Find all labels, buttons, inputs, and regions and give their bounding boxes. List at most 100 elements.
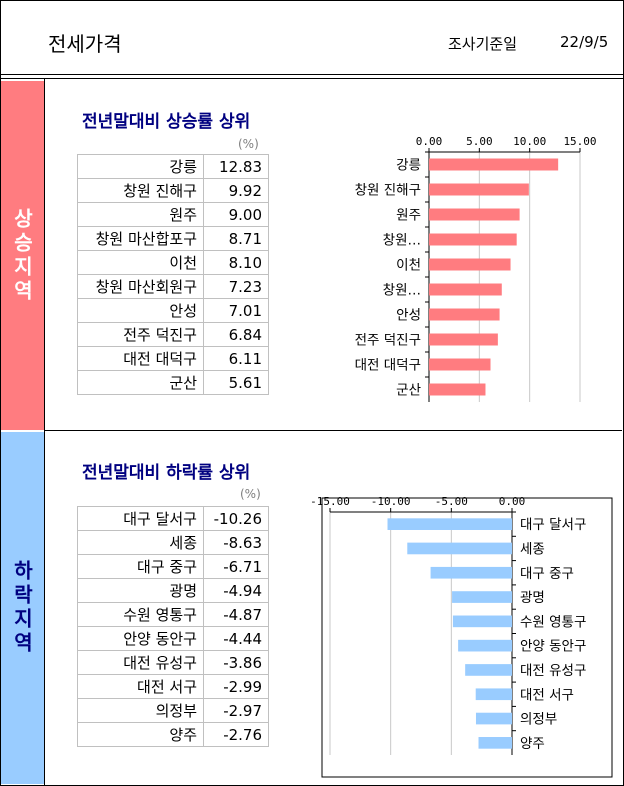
tick-label: 10.00 (513, 135, 546, 148)
value-cell: -8.63 (203, 530, 269, 555)
bar (429, 308, 500, 321)
rise-unit: (%) (238, 137, 259, 151)
header-divider (0, 74, 624, 75)
category-label: 안양 동안구 (520, 639, 586, 655)
bar (465, 664, 512, 676)
tick-label: 0.00 (499, 495, 526, 508)
category-label: 창원 진해구 (355, 183, 421, 199)
value-cell: 5.61 (203, 370, 269, 395)
tick-label: 0.00 (416, 135, 443, 148)
value-cell: 8.10 (203, 250, 269, 275)
category-label: 대구 달서구 (520, 517, 586, 533)
bar (429, 208, 520, 221)
tick-label: 15.00 (563, 135, 596, 148)
table-row: 전주 덕진구 6.84 (77, 322, 269, 347)
fall-section-title: 전년말대비 하락률 상위 (82, 463, 251, 483)
page-title: 전세가격 (48, 32, 122, 56)
table-row: 안양 동안구 -4.44 (77, 626, 269, 651)
bar (429, 233, 517, 246)
rise-table: 강릉 12.83 창원 진해구 9.92 원주 9.00 창원 마산합포구 8.71 이천 8.1… (77, 154, 269, 395)
region-cell: 전주 덕진구 (77, 322, 204, 347)
rise-section-title: 전년말대비 상승률 상위 (82, 112, 251, 132)
table-row: 창원 마산회원구 7.23 (77, 274, 269, 299)
category-label: 대전 서구 (520, 687, 574, 703)
bar (429, 358, 491, 371)
value-cell: 8.71 (203, 226, 269, 251)
value-cell: -2.76 (203, 722, 269, 747)
value-cell: -3.86 (203, 650, 269, 675)
category-label: 이천 (396, 258, 421, 274)
tick-label: 5.00 (466, 135, 493, 148)
table-row: 군산 5.61 (77, 370, 269, 395)
header-divider-double (0, 78, 624, 79)
value-cell: 6.11 (203, 346, 269, 371)
category-label: 전주 덕진구 (355, 333, 421, 349)
fall-unit: (%) (240, 487, 261, 501)
table-row: 이천 8.10 (77, 250, 269, 275)
category-label: 원주 (396, 208, 421, 224)
value-cell: -2.99 (203, 674, 269, 699)
region-cell: 수원 영통구 (77, 602, 204, 627)
bar (478, 737, 512, 749)
band-divider (44, 78, 45, 786)
category-label: 의정부 (520, 712, 557, 728)
value-cell: 7.23 (203, 274, 269, 299)
tick-label: -10.00 (371, 495, 411, 508)
region-cell: 창원 마산회원구 (77, 274, 204, 299)
tick-label: -15.00 (310, 495, 350, 508)
category-label: 창원… (383, 233, 421, 249)
category-label: 수원 영통구 (520, 614, 586, 630)
bar (458, 639, 512, 652)
bar (387, 518, 512, 530)
tick-label: -5.00 (435, 495, 468, 508)
basis-label: 조사기준일 (448, 35, 518, 53)
bar (429, 383, 486, 396)
bar (429, 283, 502, 296)
table-row: 원주 9.00 (77, 202, 269, 227)
category-label: 광명 (520, 590, 545, 606)
region-cell: 세종 (77, 530, 204, 555)
table-row: 의정부 -2.97 (77, 698, 269, 723)
bar (475, 712, 512, 725)
table-row: 대구 중구 -6.71 (77, 554, 269, 579)
category-label: 강릉 (396, 158, 421, 174)
bar (452, 591, 512, 603)
category-label: 대전 대덕구 (355, 358, 421, 374)
value-cell: 12.83 (203, 154, 269, 179)
region-cell: 강릉 (77, 154, 204, 179)
region-cell: 대구 중구 (77, 554, 204, 579)
value-cell: -6.71 (203, 554, 269, 579)
fall-chart-frame (321, 497, 613, 778)
rise-band-label: 상승지역 (10, 207, 34, 304)
bar (429, 333, 498, 346)
rise-band: 상승지역 (1, 81, 44, 430)
region-cell: 안양 동안구 (77, 626, 204, 651)
category-label: 창원… (383, 283, 421, 299)
bar (429, 258, 511, 271)
table-row: 광명 -4.94 (77, 578, 269, 603)
category-label: 대구 중구 (520, 566, 574, 582)
bar (407, 542, 512, 555)
table-row: 창원 진해구 9.92 (77, 178, 269, 203)
table-row: 강릉 12.83 (77, 154, 269, 179)
region-cell: 군산 (77, 370, 204, 395)
fall-band-label: 하락지역 (10, 560, 34, 656)
table-row: 세종 -8.63 (77, 530, 269, 555)
table-row: 양주 -2.76 (77, 722, 269, 747)
category-label: 안성 (396, 308, 421, 324)
bar (475, 688, 512, 701)
bar (429, 158, 559, 171)
region-cell: 원주 (77, 202, 204, 227)
region-cell: 창원 진해구 (77, 178, 204, 203)
category-label: 세종 (520, 541, 545, 557)
table-row: 수원 영통구 -4.87 (77, 602, 269, 627)
value-cell: 9.92 (203, 178, 269, 203)
section-divider (44, 430, 622, 431)
survey-date: 22/9/5 (560, 33, 609, 51)
category-label: 대전 유성구 (520, 663, 586, 679)
fall-band: 하락지역 (1, 432, 44, 784)
bar (430, 566, 512, 579)
value-cell: 9.00 (203, 202, 269, 227)
bar (452, 615, 512, 628)
